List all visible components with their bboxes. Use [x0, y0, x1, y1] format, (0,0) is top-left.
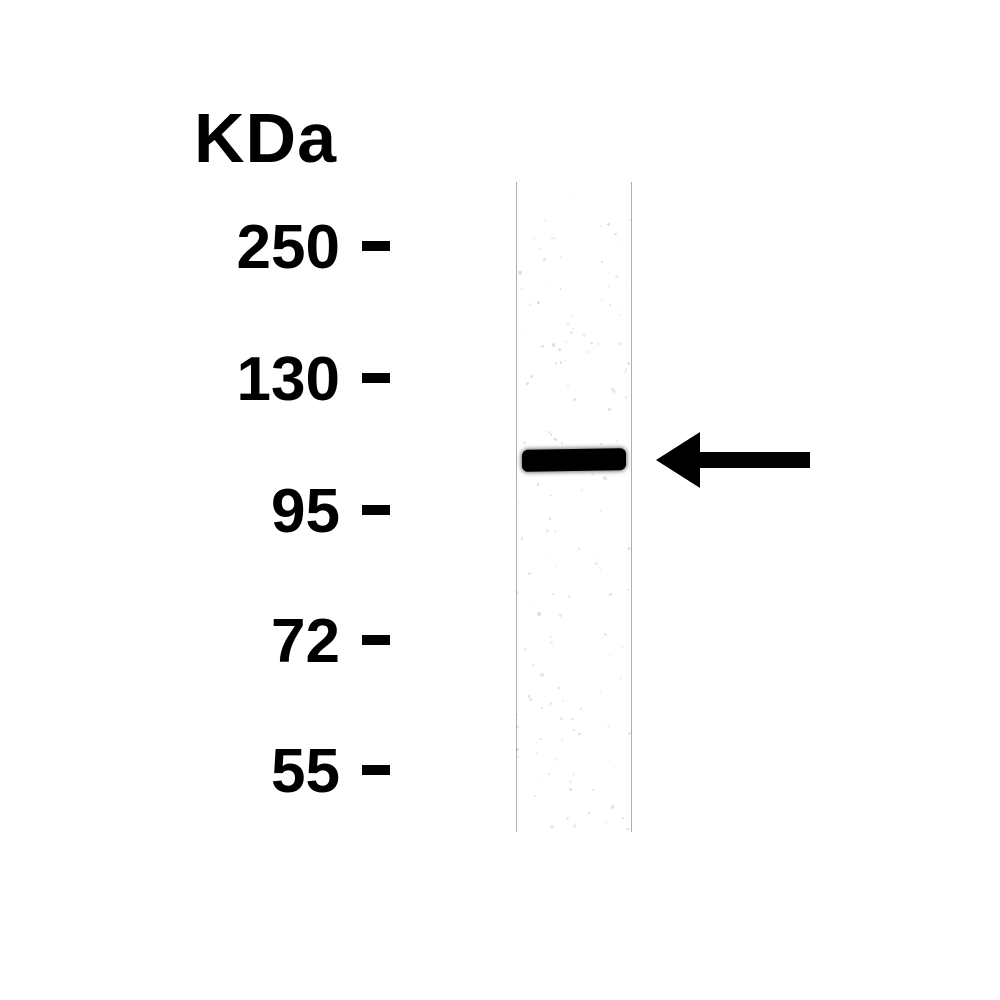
marker-label: 95: [140, 476, 340, 547]
marker-label: 55: [140, 736, 340, 807]
marker-tick: [362, 635, 390, 645]
marker-tick: [362, 241, 390, 251]
arrow-shaft: [700, 452, 810, 468]
band-arrow: [656, 432, 810, 488]
marker-label: 130: [140, 344, 340, 415]
marker-tick: [362, 765, 390, 775]
blot-figure: KDa 250 130 95 72 55: [0, 0, 1000, 1000]
marker-tick: [362, 505, 390, 515]
marker-label: 72: [140, 606, 340, 677]
marker-label: 250: [140, 212, 340, 283]
unit-title: KDa: [194, 98, 337, 178]
arrow-head-icon: [656, 432, 700, 488]
marker-tick: [362, 373, 390, 383]
lane-border-left: [516, 182, 517, 832]
lane-noise: [516, 182, 632, 832]
protein-band: [522, 448, 626, 472]
lane-border-right: [631, 182, 632, 832]
gel-lane: [516, 182, 632, 832]
